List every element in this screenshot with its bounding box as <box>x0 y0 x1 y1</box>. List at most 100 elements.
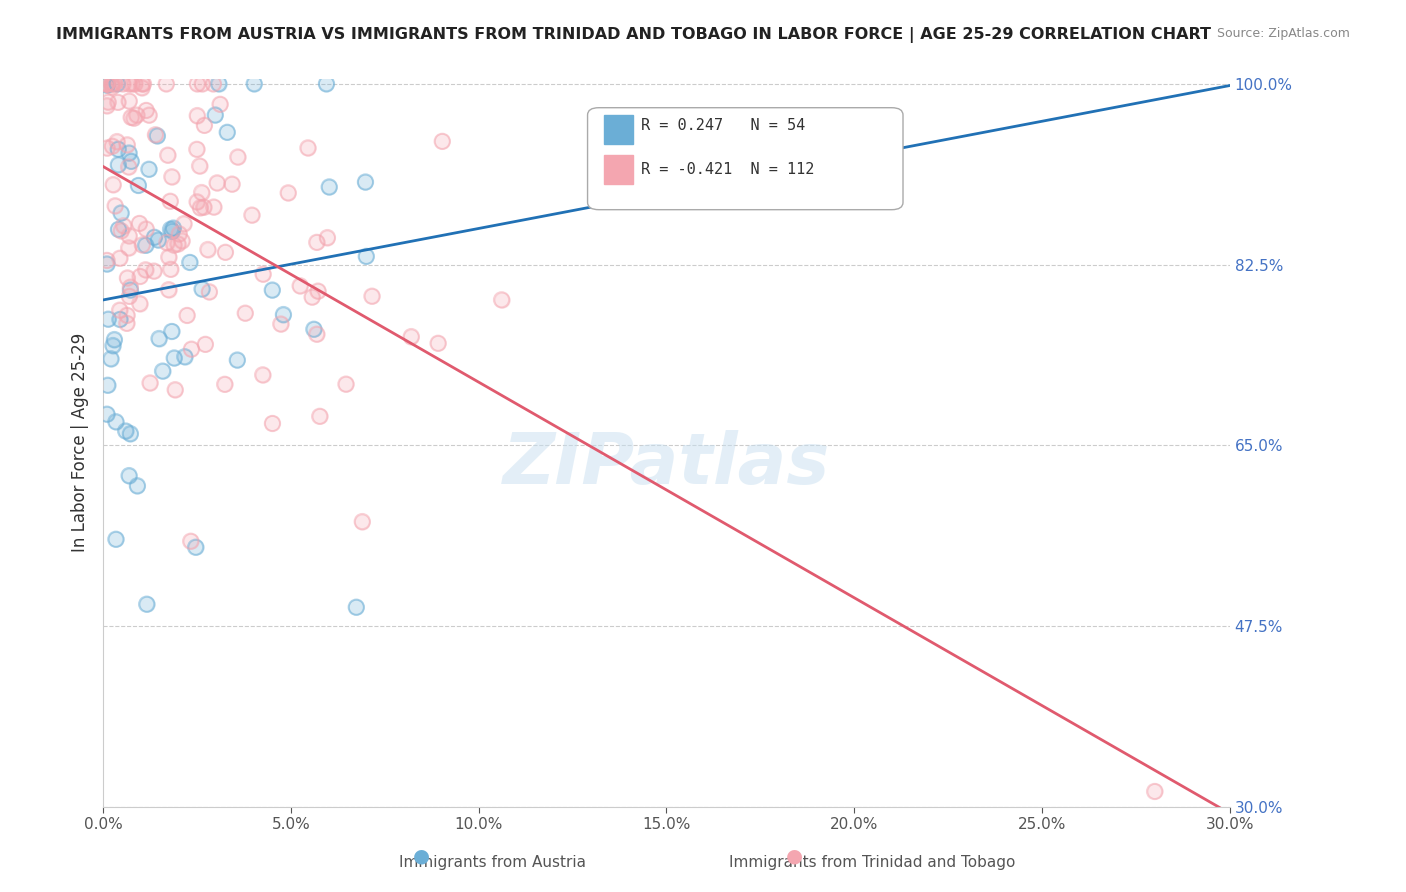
Point <box>120 283 142 297</box>
Point <box>186 109 208 123</box>
Point <box>101 338 124 352</box>
Point <box>145 128 167 142</box>
Point <box>120 280 142 294</box>
Point <box>129 269 152 284</box>
Point <box>96 77 118 91</box>
Point <box>344 600 367 615</box>
Point <box>165 383 187 397</box>
Point <box>131 237 153 252</box>
Point <box>97 312 120 326</box>
Point <box>361 289 384 303</box>
Point <box>197 243 219 257</box>
FancyBboxPatch shape <box>588 108 903 210</box>
Point <box>118 94 141 108</box>
Point <box>118 228 141 243</box>
Point <box>101 178 124 192</box>
Point <box>277 186 299 200</box>
Point <box>302 322 325 336</box>
Bar <box>605 115 633 145</box>
Point <box>97 95 120 109</box>
Point <box>335 377 357 392</box>
Point <box>138 162 160 177</box>
Point <box>240 208 263 222</box>
Point <box>243 77 266 91</box>
Text: IMMIGRANTS FROM AUSTRIA VS IMMIGRANTS FROM TRINIDAD AND TOBAGO IN LABOR FORCE | : IMMIGRANTS FROM AUSTRIA VS IMMIGRANTS FR… <box>56 27 1211 43</box>
Point <box>190 201 212 215</box>
Point <box>316 230 339 244</box>
Point <box>202 77 225 91</box>
Point <box>160 169 183 184</box>
Point <box>127 479 149 493</box>
Point <box>162 221 184 235</box>
Point <box>352 515 374 529</box>
Point <box>107 142 129 156</box>
Point <box>226 150 249 164</box>
Point <box>217 125 239 139</box>
Point <box>214 245 236 260</box>
Point <box>103 77 125 91</box>
Point <box>288 278 311 293</box>
Point <box>205 176 228 190</box>
Point <box>176 309 198 323</box>
Point <box>117 160 139 174</box>
Point <box>107 95 129 110</box>
Point <box>217 125 239 139</box>
Point <box>427 336 450 351</box>
Point <box>100 77 122 91</box>
Point <box>180 534 202 549</box>
Point <box>432 134 454 148</box>
Point <box>114 424 136 438</box>
Point <box>143 230 166 244</box>
Point <box>252 368 274 382</box>
Point <box>155 77 177 91</box>
Point <box>491 293 513 307</box>
Point <box>101 77 124 91</box>
Point <box>97 378 120 392</box>
Point <box>226 150 249 164</box>
Point <box>131 77 153 91</box>
Point <box>128 217 150 231</box>
Point <box>173 217 195 231</box>
Point <box>139 376 162 390</box>
Point <box>163 351 186 365</box>
Text: R = -0.421  N = 112: R = -0.421 N = 112 <box>641 162 814 178</box>
Point <box>96 141 118 155</box>
Point <box>115 309 138 323</box>
Point <box>128 296 150 310</box>
Text: Source: ZipAtlas.com: Source: ZipAtlas.com <box>1216 27 1350 40</box>
Point <box>122 111 145 125</box>
Point <box>186 77 208 91</box>
Point <box>156 148 179 162</box>
Point <box>115 316 138 330</box>
Point <box>163 238 186 252</box>
Point <box>315 77 337 91</box>
Point <box>190 201 212 215</box>
Point <box>142 264 165 278</box>
Point <box>163 238 186 252</box>
Point <box>193 200 215 214</box>
Point <box>354 175 377 189</box>
Point <box>308 409 330 424</box>
Point <box>170 234 193 248</box>
Point <box>165 383 187 397</box>
Point <box>190 186 212 200</box>
Point <box>194 337 217 351</box>
Point <box>115 137 138 152</box>
Point <box>115 137 138 152</box>
Point <box>131 237 153 252</box>
Point <box>118 77 141 91</box>
Point <box>173 217 195 231</box>
Point <box>184 540 207 554</box>
Point <box>96 257 118 271</box>
Point <box>103 77 125 91</box>
Point <box>131 80 153 95</box>
Point <box>96 77 118 91</box>
Point <box>138 108 160 122</box>
Point <box>166 236 188 251</box>
Point <box>180 342 202 356</box>
Point <box>107 222 129 236</box>
Point <box>96 77 118 91</box>
Point <box>135 238 157 252</box>
Point <box>159 222 181 236</box>
Point <box>120 154 142 169</box>
